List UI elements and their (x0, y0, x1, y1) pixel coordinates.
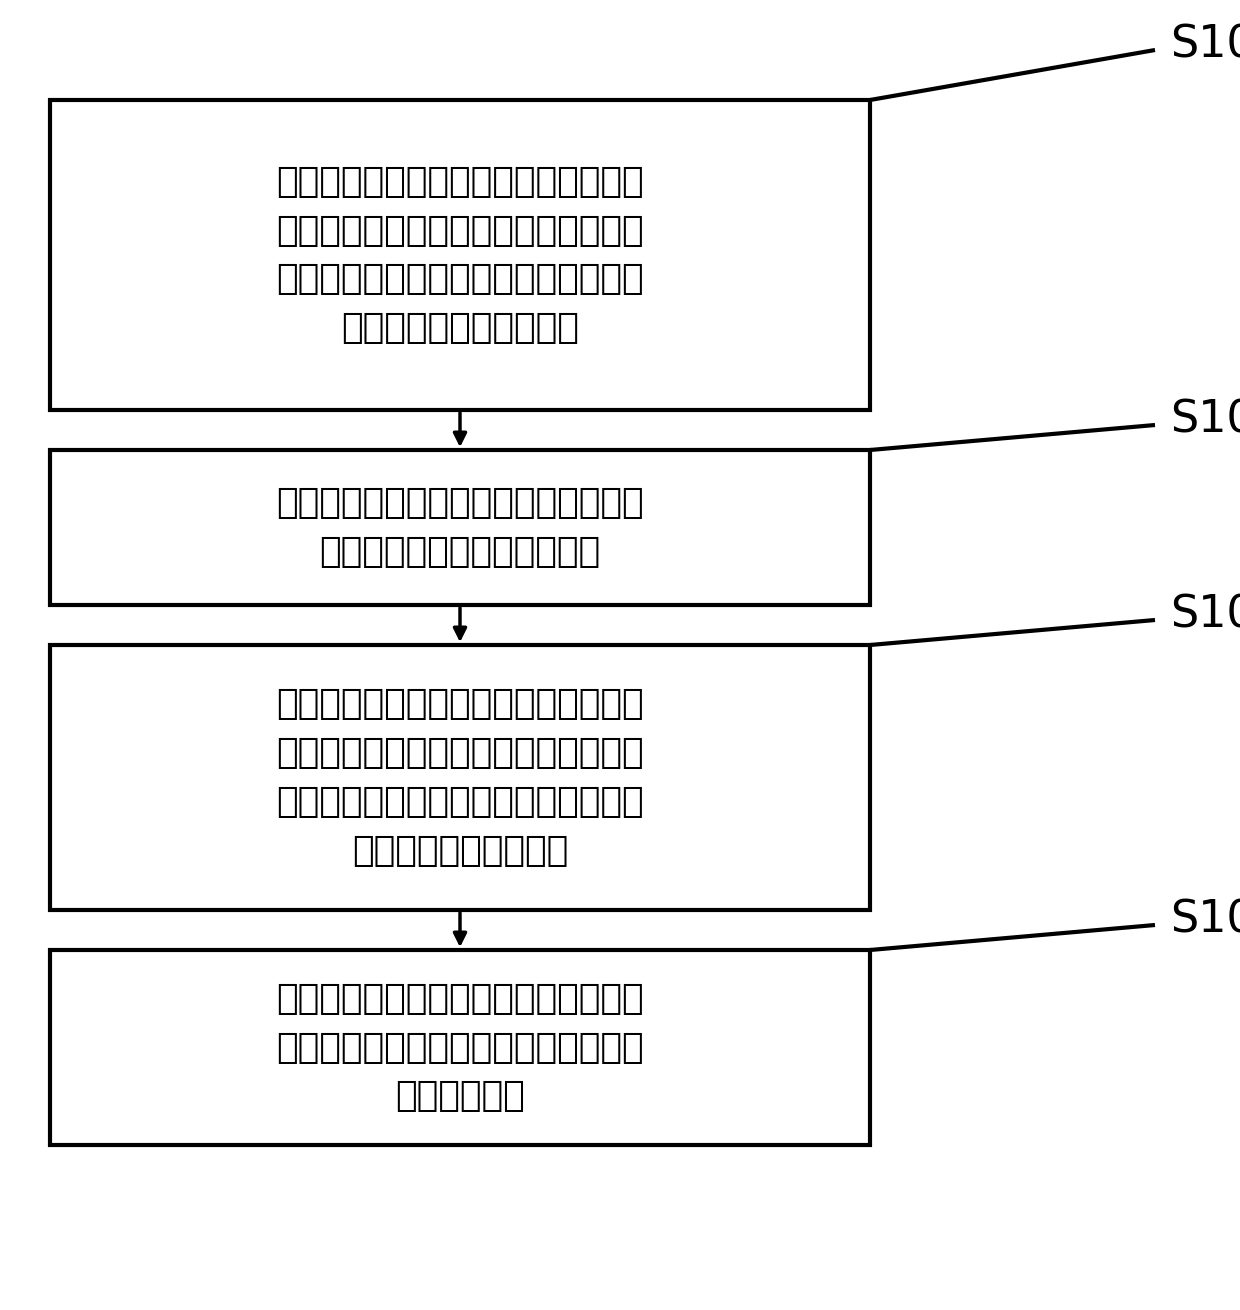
Bar (50, 645, 870, 910)
Text: S107: S107 (1171, 899, 1240, 942)
Text: 在不同负载条件下对同步相量测量单元
进行测量，得到多组同步相量测量单元
数据，并根据多组同步相量测量单元数
据计算多组传输线路参数: 在不同负载条件下对同步相量测量单元 进行测量，得到多组同步相量测量单元 数据，并… (277, 165, 644, 346)
Text: 根据阻抗偏导参数与参数误差确定系统
误差，并根据系统误差对同步相量测量
单元进行校准: 根据阻抗偏导参数与参数误差确定系统 误差，并根据系统误差对同步相量测量 单元进行… (277, 981, 644, 1114)
Text: 从能量管理系统中获取传输线路的静态
参数确定搜索空间，并在搜索空间中对
线路参数的偏导进行聚类，与多组传输
线路参数生成参数误差: 从能量管理系统中获取传输线路的静态 参数确定搜索空间，并在搜索空间中对 线路参数… (277, 688, 644, 867)
Bar (50, 451, 870, 605)
Bar (50, 100, 870, 410)
Text: S103: S103 (1171, 398, 1240, 441)
Text: S101: S101 (1171, 24, 1240, 67)
Bar (50, 950, 870, 1145)
Text: 将多组同步相量测量单元数据对各测量
量求偏导，生成阻抗偏导参数: 将多组同步相量测量单元数据对各测量 量求偏导，生成阻抗偏导参数 (277, 486, 644, 569)
Text: S105: S105 (1171, 593, 1240, 637)
